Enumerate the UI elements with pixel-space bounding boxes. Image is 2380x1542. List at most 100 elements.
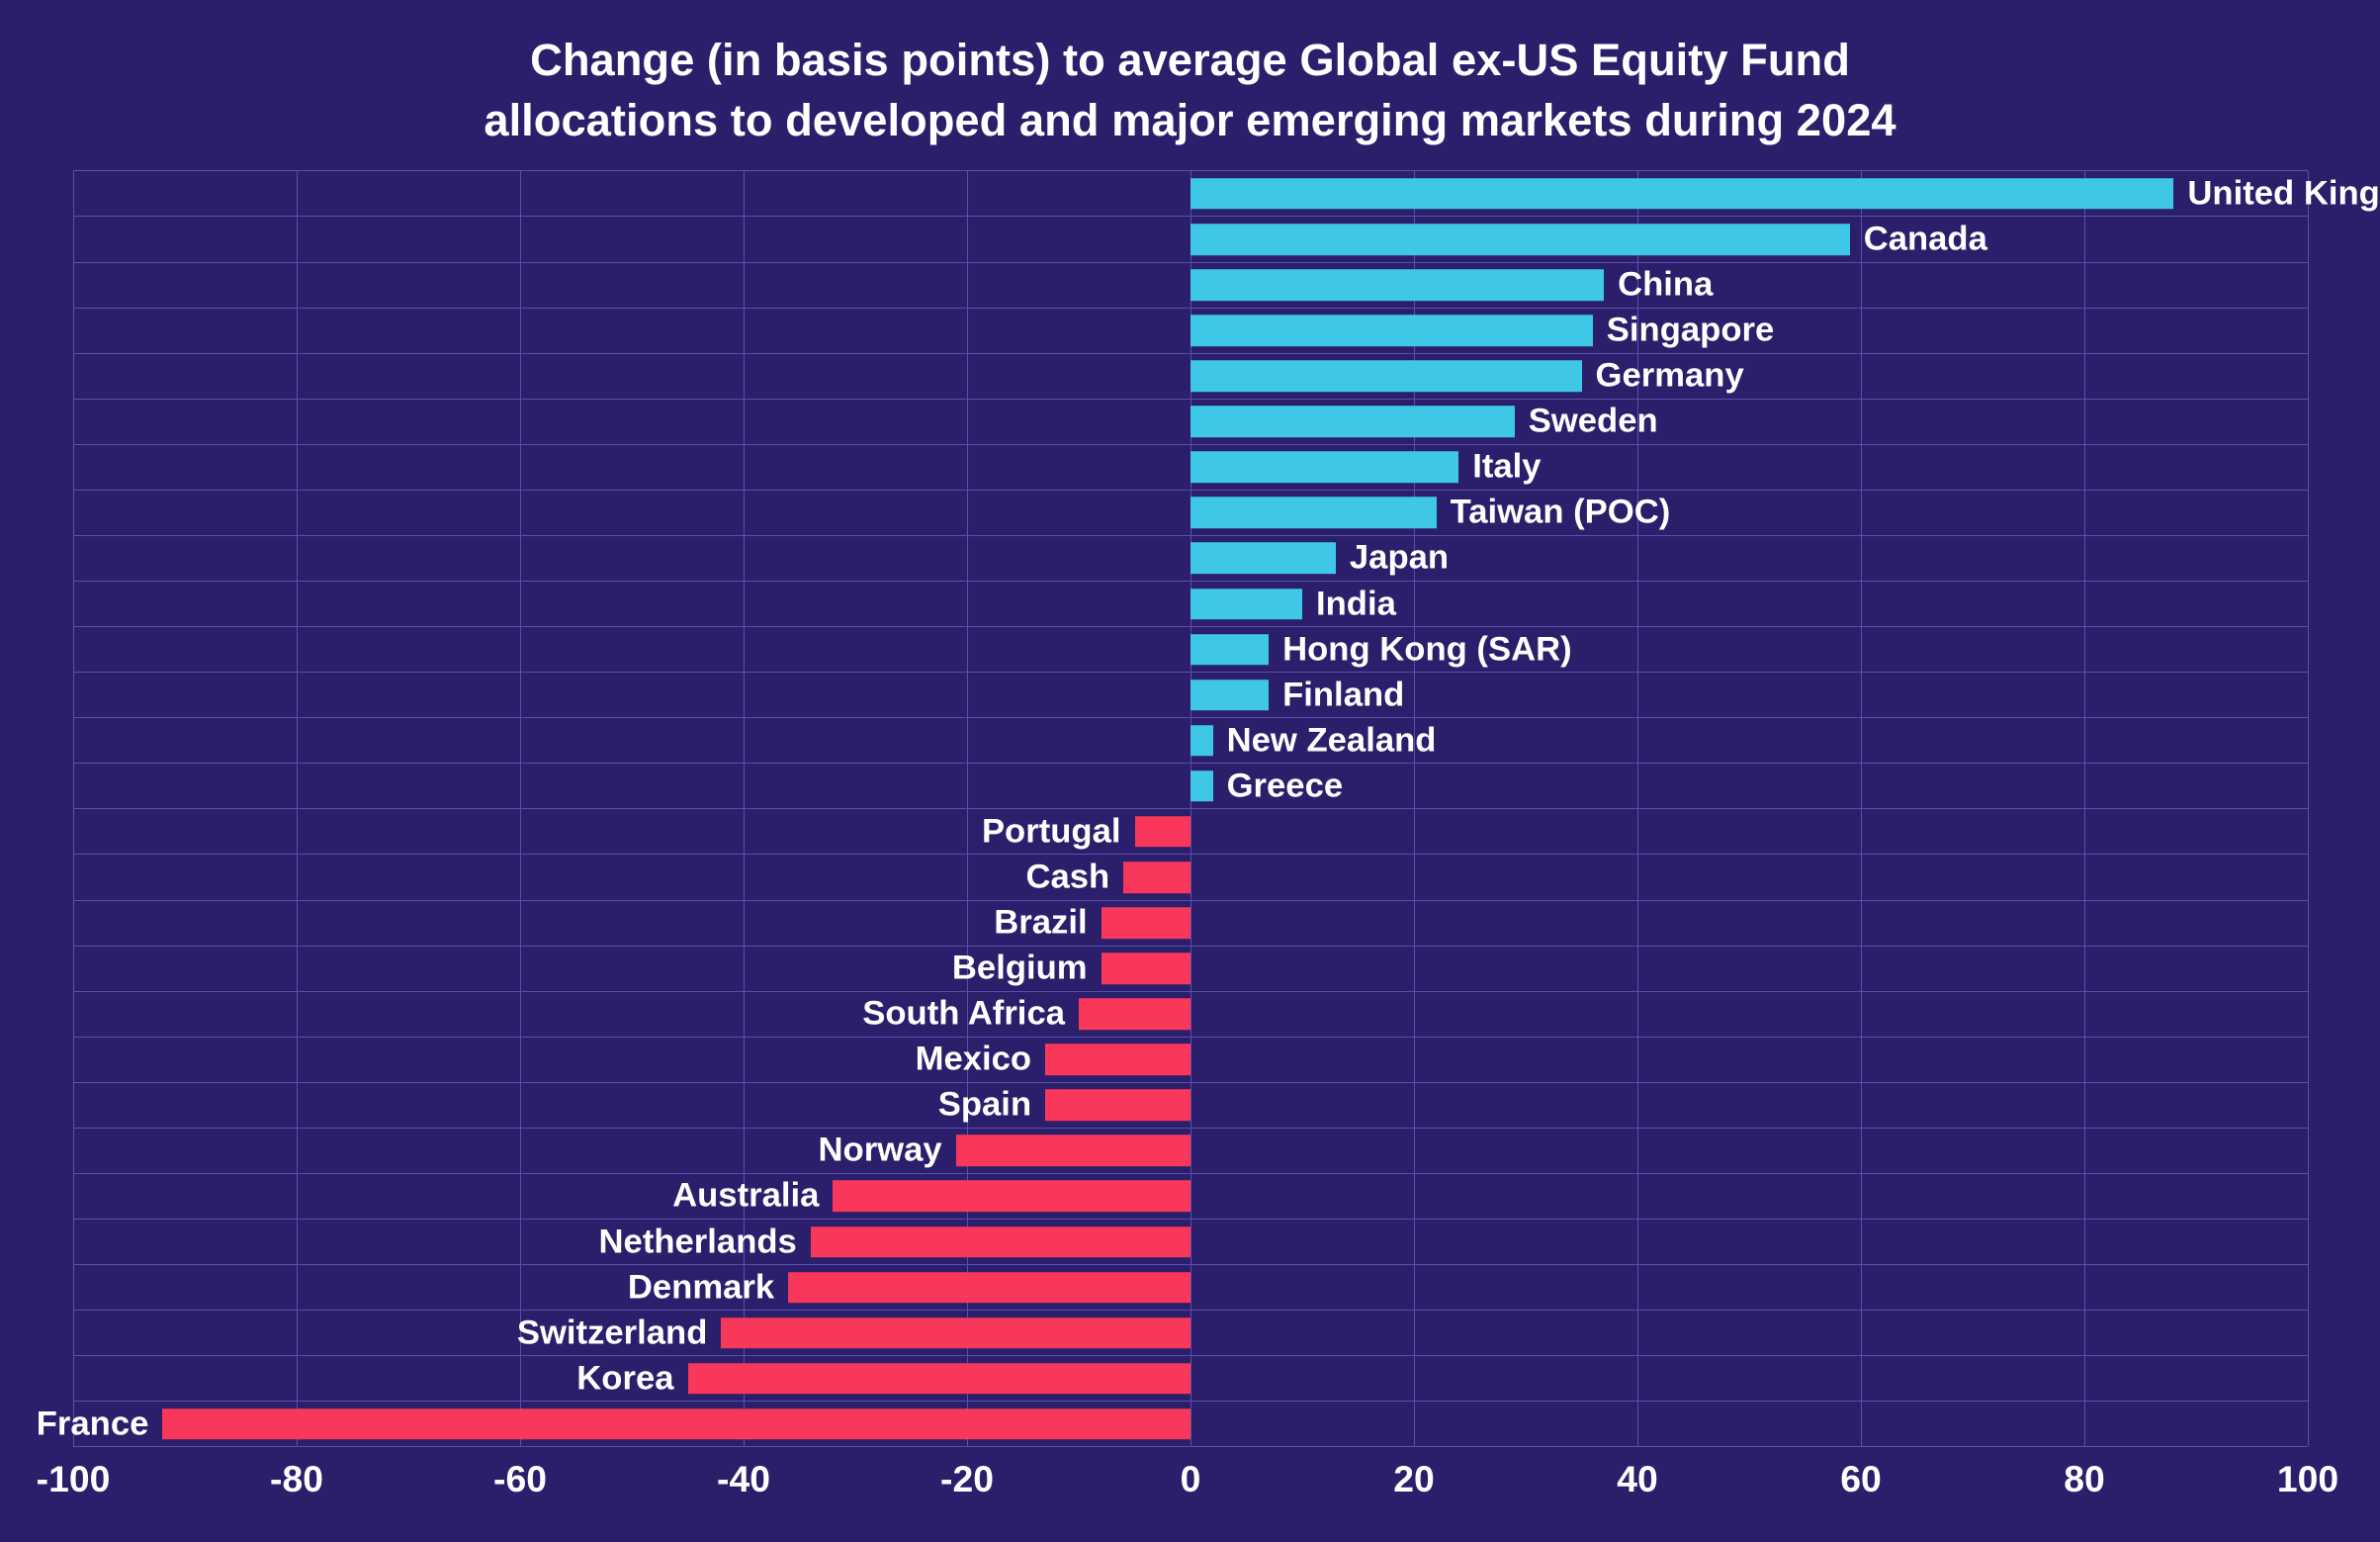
bar bbox=[1045, 1043, 1190, 1075]
chart-row: New Zealand bbox=[73, 718, 2308, 764]
bar-label: Japan bbox=[1350, 539, 1449, 578]
bar bbox=[1190, 589, 1302, 620]
bar-label: China bbox=[1618, 266, 1713, 305]
x-axis-tick-label: -60 bbox=[493, 1458, 547, 1500]
x-axis-tick-label: -80 bbox=[270, 1458, 323, 1500]
bar-label: Taiwan (POC) bbox=[1451, 494, 1671, 532]
x-axis-tick-label: 60 bbox=[1840, 1458, 1882, 1500]
chart-row: Finland bbox=[73, 673, 2308, 718]
chart-row: France bbox=[73, 1402, 2308, 1447]
bar-label: Finland bbox=[1282, 676, 1404, 714]
chart-row: Sweden bbox=[73, 400, 2308, 445]
gridline-vertical bbox=[2308, 171, 2309, 1446]
bar bbox=[1190, 680, 1269, 711]
chart-row: Spain bbox=[73, 1083, 2308, 1129]
bar-label: Italy bbox=[1472, 448, 1541, 487]
bar bbox=[1190, 771, 1213, 802]
bar bbox=[162, 1408, 1190, 1440]
chart-title-line2: allocations to developed and major emerg… bbox=[0, 90, 2380, 150]
bar bbox=[1190, 543, 1336, 575]
bar-label: Belgium bbox=[952, 950, 1088, 988]
bar-label: Germany bbox=[1596, 357, 1744, 396]
bar bbox=[1079, 998, 1190, 1030]
bar-label: New Zealand bbox=[1227, 721, 1437, 760]
bar-label: India bbox=[1316, 585, 1396, 623]
chart-row: China bbox=[73, 263, 2308, 309]
chart-plot-area: United KingdomCanada China Singapore German… bbox=[73, 170, 2308, 1446]
bar bbox=[1190, 269, 1604, 301]
bar bbox=[721, 1317, 1190, 1349]
bar-label: Brazil bbox=[994, 904, 1087, 943]
bar-label: Korea bbox=[576, 1359, 673, 1398]
bar-label: Singapore bbox=[1607, 312, 1774, 350]
x-axis-tick-label: -100 bbox=[37, 1458, 111, 1500]
chart-row: Netherlands bbox=[73, 1220, 2308, 1265]
chart-row: South Africa bbox=[73, 992, 2308, 1038]
bar-label: France bbox=[37, 1405, 149, 1443]
bar-label: Denmark bbox=[628, 1268, 774, 1307]
bar bbox=[1190, 452, 1458, 484]
bar bbox=[1102, 952, 1190, 984]
bar bbox=[788, 1272, 1190, 1304]
chart-row: Portugal bbox=[73, 809, 2308, 855]
chart-plot-wrapper: United KingdomCanada China Singapore German… bbox=[73, 170, 2308, 1515]
chart-row: Germany bbox=[73, 354, 2308, 400]
bar-label: Hong Kong (SAR) bbox=[1282, 630, 1572, 669]
bar-label: Spain bbox=[938, 1086, 1031, 1125]
bar bbox=[1190, 498, 1437, 529]
bar bbox=[1190, 725, 1213, 757]
x-axis-tick-label: 80 bbox=[2064, 1458, 2105, 1500]
x-axis-tick-label: 100 bbox=[2277, 1458, 2338, 1500]
bar bbox=[956, 1135, 1190, 1167]
bar-label: Australia bbox=[672, 1177, 819, 1216]
bar bbox=[833, 1181, 1190, 1213]
bar bbox=[1123, 862, 1190, 893]
chart-row: India bbox=[73, 582, 2308, 627]
bar bbox=[811, 1226, 1190, 1258]
chart-row: Belgium bbox=[73, 947, 2308, 992]
chart-row: Korea bbox=[73, 1356, 2308, 1402]
bar-label: Netherlands bbox=[599, 1223, 797, 1261]
chart-container: Change (in basis points) to average Glob… bbox=[0, 0, 2380, 1542]
chart-row: Greece bbox=[73, 764, 2308, 809]
x-axis-tick-label: 0 bbox=[1181, 1458, 1201, 1500]
bar bbox=[1102, 907, 1190, 939]
x-axis-tick-label: -40 bbox=[717, 1458, 770, 1500]
bar-label: Switzerland bbox=[517, 1314, 708, 1352]
chart-row: Cash bbox=[73, 855, 2308, 900]
bar-label: Greece bbox=[1227, 767, 1344, 805]
bar bbox=[1190, 178, 2173, 210]
x-axis-tick-label: 40 bbox=[1617, 1458, 1658, 1500]
chart-row: Brazil bbox=[73, 901, 2308, 947]
bar-label: Cash bbox=[1025, 858, 1109, 896]
bar-label: Sweden bbox=[1529, 403, 1658, 441]
chart-row: Canada bbox=[73, 217, 2308, 262]
bar bbox=[1190, 224, 1850, 255]
chart-row: Italy bbox=[73, 445, 2308, 491]
bar bbox=[1190, 360, 1582, 392]
chart-row: Japan bbox=[73, 536, 2308, 582]
chart-row: Switzerland bbox=[73, 1311, 2308, 1356]
bar-label: United Kingdom bbox=[2187, 174, 2380, 213]
bar bbox=[1190, 315, 1593, 346]
bar bbox=[1190, 406, 1515, 437]
chart-title-line1: Change (in basis points) to average Glob… bbox=[0, 30, 2380, 90]
bar bbox=[1190, 634, 1269, 666]
bar-label: Canada bbox=[1864, 220, 1987, 258]
chart-row: Norway bbox=[73, 1129, 2308, 1174]
bar-label: Mexico bbox=[916, 1041, 1032, 1079]
chart-row: Australia bbox=[73, 1174, 2308, 1220]
bar-label: South Africa bbox=[862, 995, 1065, 1034]
chart-row: Singapore bbox=[73, 309, 2308, 354]
chart-row: United Kingdom bbox=[73, 171, 2308, 217]
chart-row: Denmark bbox=[73, 1265, 2308, 1311]
chart-title: Change (in basis points) to average Glob… bbox=[0, 30, 2380, 150]
bar bbox=[688, 1363, 1191, 1395]
bar bbox=[1135, 816, 1191, 848]
x-axis-tick-label: 20 bbox=[1393, 1458, 1435, 1500]
bar bbox=[1045, 1090, 1190, 1122]
bar-label: Portugal bbox=[982, 812, 1121, 851]
chart-row: Mexico bbox=[73, 1038, 2308, 1083]
chart-row: Hong Kong (SAR) bbox=[73, 627, 2308, 673]
x-axis-tick-label: -20 bbox=[940, 1458, 994, 1500]
